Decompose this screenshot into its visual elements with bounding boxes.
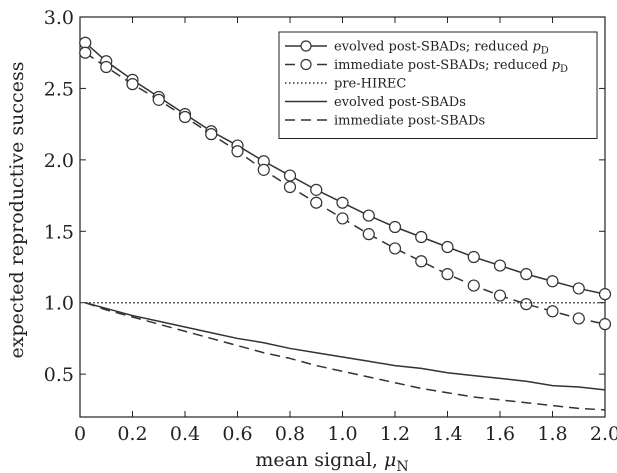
data-point [283, 169, 297, 182]
x-tick-label: 1.2 [380, 423, 410, 445]
data-point [257, 163, 270, 176]
y-tick-label: 2.5 [44, 78, 74, 100]
data-point [493, 289, 507, 302]
x-axis-title: mean signal, μN [255, 449, 408, 473]
data-point [441, 240, 454, 254]
data-point [415, 230, 428, 244]
data-point [467, 250, 480, 264]
x-tick-label: 0.6 [222, 423, 252, 445]
x-tick-label: 1.4 [432, 423, 462, 445]
data-point [598, 288, 612, 301]
x-tick-label: 2.0 [590, 423, 617, 445]
data-point [415, 255, 428, 268]
legend-label: pre-HIREC [334, 77, 406, 92]
legend-label: evolved post-SBADs; reduced pD [334, 40, 549, 57]
legend-label: evolved post-SBADs [334, 95, 466, 110]
legend-label: immediate post-SBADs; reduced pD [334, 58, 568, 75]
series-line [85, 302, 606, 411]
y-tick-label: 0.5 [44, 364, 74, 386]
legend-item: immediate post-SBADs [285, 114, 485, 129]
series-1 [79, 36, 612, 301]
legend-item: evolved post-SBADs [285, 95, 466, 110]
series-layer [79, 36, 612, 411]
data-point [520, 298, 533, 311]
x-tick-label: 0.8 [275, 423, 305, 445]
y-tick-label: 3.0 [44, 7, 74, 29]
data-point [546, 305, 559, 318]
legend-item: evolved post-SBADs; reduced pD [285, 40, 549, 57]
y-tick-label: 1.5 [44, 221, 74, 243]
data-point [572, 282, 585, 295]
data-point [178, 110, 192, 124]
x-tick-label: 0.4 [170, 423, 200, 445]
legend-item: immediate post-SBADs; reduced pD [285, 58, 568, 75]
data-point [100, 60, 113, 74]
legend: evolved post-SBADs; reduced pDimmediate … [278, 31, 598, 139]
x-tick-label: 1.0 [327, 423, 357, 445]
x-tick-label: 0 [74, 423, 86, 445]
legend-item: pre-HIREC [285, 77, 406, 92]
data-point [362, 209, 375, 222]
x-tick-label: 0.2 [117, 423, 147, 445]
data-point [520, 268, 533, 281]
y-tick-label: 1.0 [44, 293, 74, 315]
data-point [598, 318, 612, 331]
data-point [336, 212, 349, 225]
legend-marker [300, 40, 312, 52]
data-point [126, 78, 139, 91]
legend-marker [300, 58, 312, 71]
data-point [231, 145, 244, 158]
series-line [85, 301, 606, 391]
ticks: 0 0.2 0.4 0.6 0.8 1.0 1.2 1.4 1.6 1.8 2.0 0.5 1.0 1.5… [44, 7, 617, 445]
data-point [79, 46, 92, 59]
data-point [283, 180, 297, 194]
data-point [152, 93, 165, 106]
series-4 [85, 301, 606, 391]
y-tick-label: 2.0 [44, 150, 74, 172]
data-point [310, 196, 323, 209]
series-5 [85, 302, 606, 411]
data-point [205, 128, 218, 141]
data-point [310, 183, 323, 196]
data-point [546, 275, 559, 288]
data-point [388, 220, 402, 234]
data-point [388, 242, 402, 255]
legend-label: immediate post-SBADs [334, 114, 485, 129]
data-point [493, 259, 507, 272]
data-point [467, 279, 480, 292]
x-tick-label: 1.8 [537, 423, 567, 445]
data-point [441, 268, 454, 281]
data-point [362, 228, 375, 241]
legend-box [278, 31, 598, 139]
data-point [336, 196, 349, 209]
data-point [572, 312, 585, 325]
series-2 [79, 46, 612, 331]
data-point [79, 36, 92, 49]
x-tick-label: 1.6 [485, 423, 515, 445]
y-axis-title: expected reproductive success [6, 62, 28, 359]
